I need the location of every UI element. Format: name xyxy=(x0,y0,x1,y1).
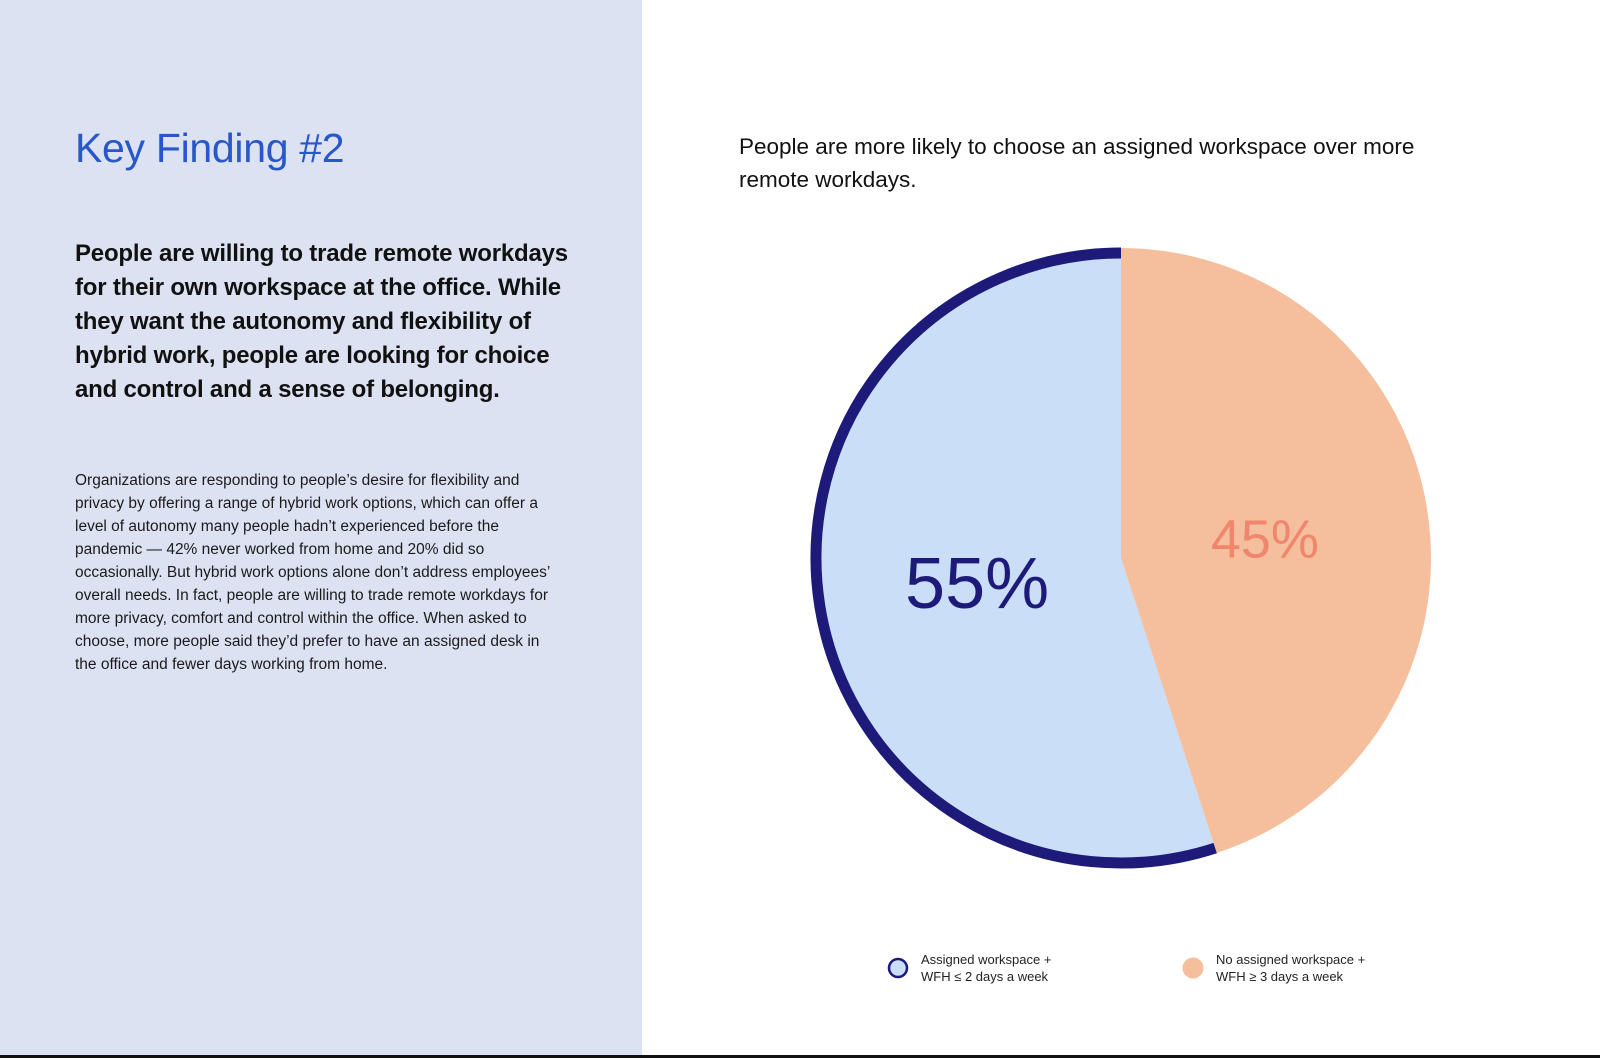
chart-title: People are more likely to choose an assi… xyxy=(739,134,1415,192)
legend-item-2: No assigned workspace + WFH ≥ 3 days a we… xyxy=(1182,952,1365,984)
pie-data-label-1: 55% xyxy=(905,544,1049,624)
pie-slices xyxy=(810,247,1431,869)
chart-legend: Assigned workspace + WFH ≤ 2 days a week N… xyxy=(887,952,1365,984)
pie-data-labels: 55% 45% xyxy=(905,509,1319,623)
pie-slice-1 xyxy=(810,248,1217,869)
legend-label-2: No assigned workspace + WFH ≥ 3 days a we… xyxy=(1216,952,1365,984)
key-finding-title: Key Finding #2 xyxy=(75,125,345,171)
lead-paragraph: People are willing to trade remote workd… xyxy=(75,240,568,403)
legend-swatch-1 xyxy=(887,957,909,979)
pie-slice-2 xyxy=(1121,248,1431,853)
left-panel xyxy=(0,0,642,1058)
bottom-rule xyxy=(0,1055,1600,1058)
legend-swatch-2 xyxy=(1182,957,1204,979)
legend-item-1: Assigned workspace + WFH ≤ 2 days a week xyxy=(887,952,1051,984)
body-paragraph: Organizations are responding to people’s… xyxy=(75,472,550,673)
legend-label-1: Assigned workspace + WFH ≤ 2 days a week xyxy=(921,952,1051,984)
pie-data-label-2: 45% xyxy=(1211,509,1319,569)
pie-slice-outline-1 xyxy=(810,247,1217,869)
